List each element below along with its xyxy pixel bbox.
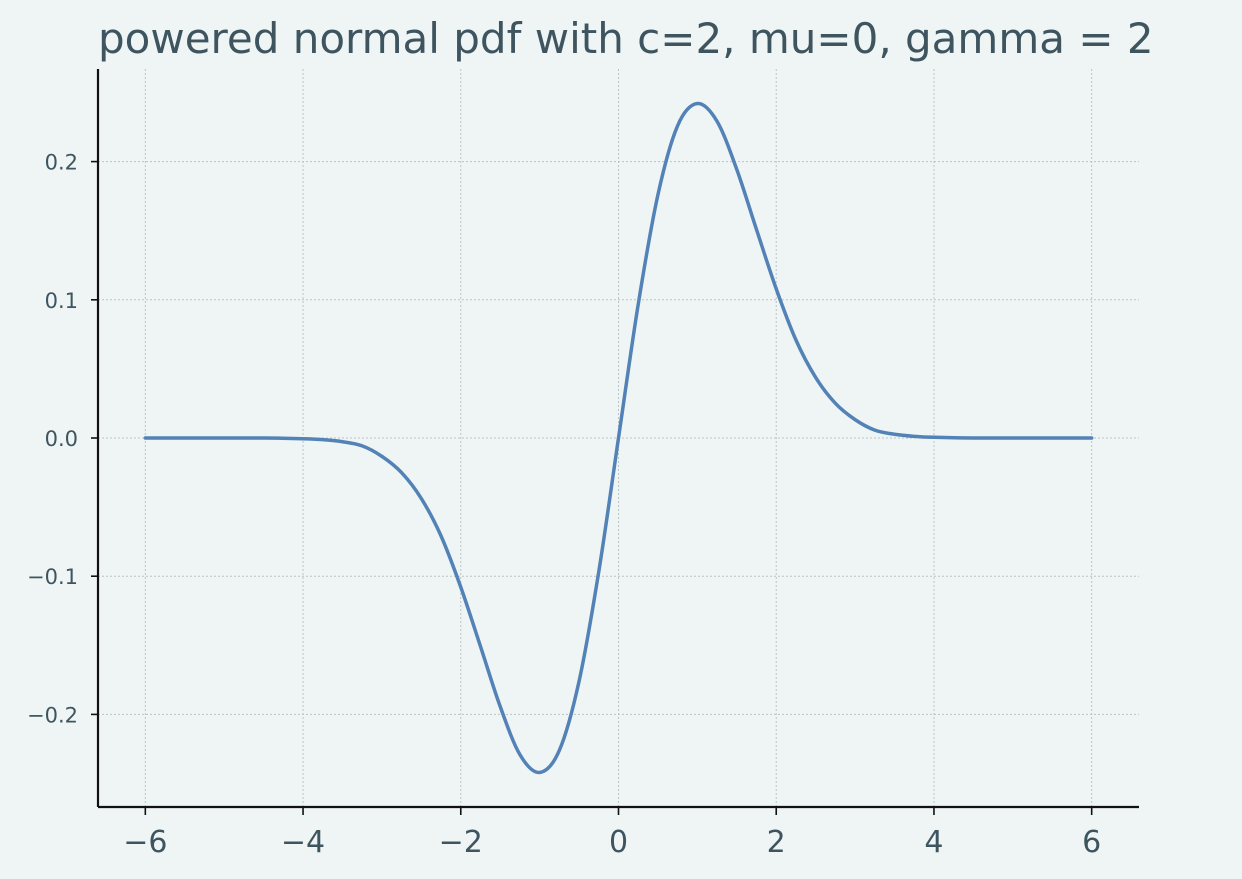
y-tick-label-1: −0.1: [27, 565, 78, 589]
ticks: −6 −4 −2 0 2 4 6 −0.2 −0.1 0.0 0.1 0.2: [27, 151, 1101, 860]
series-line-0: [143, 101, 1094, 775]
x-tick-label-2: −2: [439, 825, 483, 860]
x-tick-label-1: −4: [281, 825, 325, 860]
y-tick-label-3: 0.1: [45, 289, 78, 313]
chart-title: powered normal pdf with c=2, mu=0, gamma…: [98, 14, 1154, 63]
y-tick-label-2: 0.0: [45, 427, 78, 451]
y-tick-label-0: −0.2: [27, 703, 78, 727]
x-tick-label-6: 6: [1082, 825, 1101, 860]
x-tick-label-5: 4: [924, 825, 943, 860]
x-tick-label-3: 0: [609, 825, 628, 860]
y-tick-label-4: 0.2: [45, 151, 78, 175]
series-group: [143, 101, 1094, 775]
x-tick-label-4: 2: [767, 825, 786, 860]
x-tick-label-0: −6: [123, 825, 167, 860]
